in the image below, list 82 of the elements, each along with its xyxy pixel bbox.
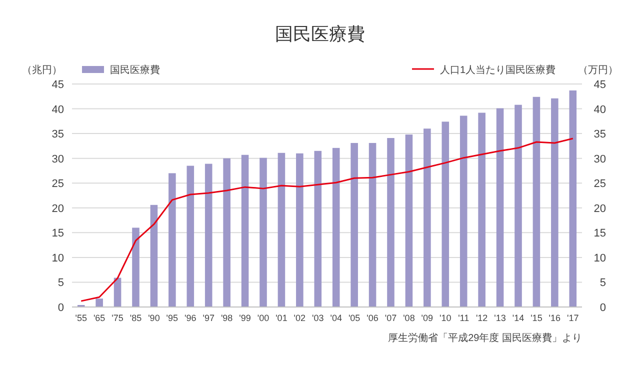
x-tick-label: '65 <box>93 313 106 323</box>
bar <box>204 164 212 307</box>
x-tick-label: '01 <box>276 313 288 323</box>
x-tick-label: '17 <box>567 313 579 323</box>
y2-axis-title: （万円） <box>578 65 618 76</box>
x-tick-label: '16 <box>548 313 561 323</box>
bar <box>387 138 394 307</box>
x-tick-label: '15 <box>530 313 542 323</box>
x-tick-label: '13 <box>494 313 506 323</box>
y-tick-label: 10 <box>52 252 64 264</box>
y2-tick-label: 15 <box>594 228 606 240</box>
bar <box>551 98 558 307</box>
bar <box>368 142 376 307</box>
x-tick-label: '14 <box>512 313 524 323</box>
x-tick-label: '75 <box>112 313 124 323</box>
y2-tick-label: 35 <box>594 128 606 141</box>
x-tick-label: '05 <box>348 313 360 323</box>
y-axis-title: （兆円） <box>22 64 62 76</box>
y-tick-label: 25 <box>52 178 64 190</box>
bar <box>332 148 340 307</box>
legend-label: 国民医療費 <box>110 64 160 76</box>
chart-title: 国民医療費 <box>275 24 365 44</box>
x-tick-label: '08 <box>403 313 415 323</box>
text: 厚生労働省「平成29年度 国民医療費」より <box>388 332 582 344</box>
y-tick-label: 45 <box>52 79 64 91</box>
x-tick-label: '85 <box>130 313 142 323</box>
x-tick-label: '10 <box>440 313 452 323</box>
x-tick-label: '07 <box>384 313 397 323</box>
bar <box>296 153 304 307</box>
y2-tick-label: 10 <box>594 252 606 264</box>
x-tick-label: '98 <box>220 313 233 323</box>
x-tick-label: '90 <box>148 313 160 323</box>
y-tick-label: 40 <box>52 104 64 116</box>
bar <box>350 142 358 307</box>
x-tick-label: '00 <box>257 313 270 323</box>
bar <box>569 90 577 307</box>
x-tick-label: '96 <box>184 313 196 323</box>
legend-label: 人口1人当たり国民医療費 <box>440 64 556 76</box>
bar <box>496 108 504 307</box>
x-tick-label: '04 <box>330 313 342 323</box>
bar <box>241 154 249 307</box>
bar <box>186 166 194 307</box>
bar <box>168 173 176 307</box>
x-tick-label: '09 <box>421 313 434 323</box>
x-tick-label: '55 <box>75 313 87 323</box>
y2-tick-label: 25 <box>594 178 606 190</box>
y-tick-label: 30 <box>52 153 64 166</box>
x-tick-label: '95 <box>166 313 178 323</box>
bar <box>314 150 322 307</box>
y2-tick-label: 45 <box>594 79 606 91</box>
x-tick-label: '97 <box>202 313 214 323</box>
bar <box>405 134 413 307</box>
y-tick-label: 35 <box>52 128 64 141</box>
bar <box>514 104 522 307</box>
x-tick-label: '11 <box>458 313 470 323</box>
x-tick-label: '02 <box>294 313 306 323</box>
bar <box>132 228 140 307</box>
bar <box>532 96 540 307</box>
y-tick-label: 0 <box>58 302 64 314</box>
bar <box>150 204 158 307</box>
bar <box>114 278 122 307</box>
y2-tick-label: 40 <box>594 104 606 116</box>
bar <box>424 128 431 307</box>
y-tick-label: 20 <box>52 202 64 215</box>
bar <box>478 112 486 307</box>
bar <box>223 158 230 307</box>
x-tick-label: '03 <box>312 313 324 323</box>
bar <box>278 152 286 307</box>
bar <box>260 158 267 307</box>
line-series <box>80 138 574 302</box>
bar <box>96 298 103 307</box>
y2-tick-label: 30 <box>594 153 606 166</box>
y2-tick-label: 20 <box>594 202 606 215</box>
y-tick-label: 15 <box>52 228 64 240</box>
x-tick-label: '12 <box>476 313 488 323</box>
y2-tick-label: 5 <box>600 277 606 290</box>
bar <box>460 116 468 307</box>
bar <box>442 122 450 307</box>
x-tick-label: '99 <box>239 313 251 323</box>
x-tick-label: '06 <box>366 313 378 323</box>
y-tick-label: 5 <box>58 277 64 290</box>
y2-tick-label: 0 <box>600 302 606 314</box>
